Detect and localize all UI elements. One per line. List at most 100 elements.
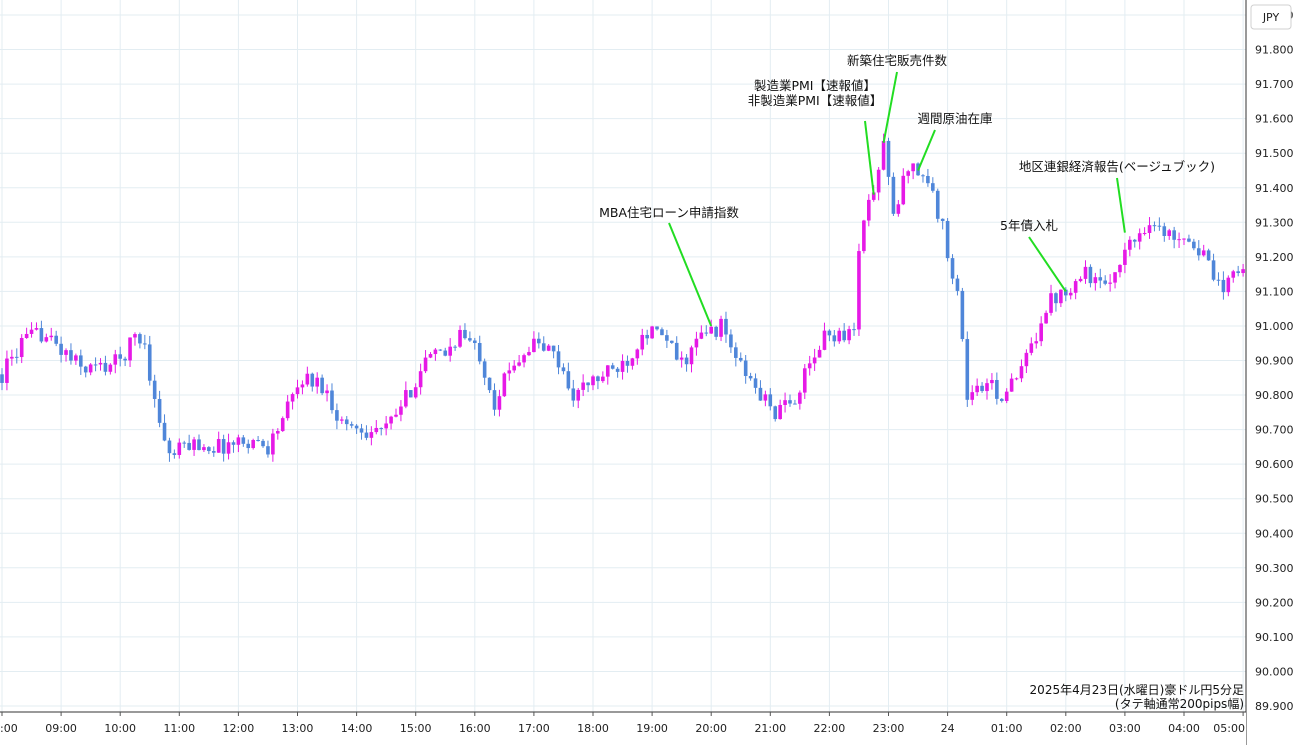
candle-body [1221,279,1226,293]
candle-body [1216,279,1221,281]
candle-body [59,343,63,355]
candle-body [157,398,162,423]
candle-body [522,355,526,363]
candle-body [1009,378,1014,392]
candle-body [477,342,482,362]
candle-body [763,394,768,401]
price-tick-label: 90.000 [1255,665,1294,678]
price-tick-label: 90.900 [1255,355,1294,368]
candle-body [906,171,910,176]
candle-body [1211,260,1216,280]
candle-body [561,367,566,372]
candle-body [226,442,231,454]
candle-body [1236,271,1240,274]
candle-body [83,366,88,373]
candle-body [886,140,891,177]
candle-body [753,378,758,388]
time-tick-label: 19:00 [636,722,668,735]
candle-body [527,352,531,356]
candle-body [74,355,78,361]
price-tick-label: 90.800 [1255,389,1294,402]
candle-body [1068,292,1073,296]
candle-body [921,175,925,177]
candle-body [404,390,408,407]
candle-body [827,330,832,336]
candle-body [1167,230,1172,236]
candle-body [276,431,280,434]
candle-body [1088,266,1093,284]
candle-body [88,364,93,373]
candle-body [344,419,349,425]
candle-body [285,401,290,419]
candle-body [315,377,319,387]
candle-body [44,337,49,342]
time-tick-label: 11:00 [163,722,195,735]
candle-body [167,440,172,454]
candle-body [837,330,842,342]
candle-body [271,433,275,455]
candle-body [34,328,39,330]
candle-body [1093,277,1098,284]
candle-body [118,354,122,359]
candle-body [955,278,960,291]
candle-body [236,437,241,445]
candle-body [364,432,369,438]
candle-body [1034,341,1039,344]
candle-body [1014,378,1019,380]
candle-body [320,377,324,394]
candle-body [817,349,822,358]
time-tick-label: 21:00 [754,722,786,735]
annotation-label: MBA住宅ローン申請指数 [599,205,739,220]
candle-body [143,343,147,345]
candle-body [896,204,901,214]
candle-body [975,385,979,393]
time-tick-label: 02:00 [1050,722,1082,735]
candle-body [241,437,246,444]
candle-body [871,192,876,200]
candle-body [256,440,260,442]
candle-body [970,392,975,400]
candle-body [221,439,226,454]
candle-body [867,199,871,221]
candle-body [876,169,881,193]
candle-body [423,357,428,372]
candle-body [266,446,270,455]
candle-body [1039,323,1043,342]
candle-body [1231,271,1236,278]
candle-body [29,329,34,334]
candle-body [1187,238,1191,242]
time-tick-label: 24 [941,722,955,735]
candle-body [1162,226,1167,236]
candle-body [812,357,817,364]
event-annotation: 新築住宅販売件数 [847,53,947,144]
candle-body [1083,266,1088,279]
candle-body [532,338,536,353]
candle-body [1142,232,1147,234]
candle-body [340,419,344,421]
price-tick-label: 91.000 [1255,320,1294,333]
event-annotation: 週間原油在庫 [917,111,993,171]
candle-body [5,358,9,383]
time-tick-label: 03:00 [1109,722,1141,735]
candle-body [325,390,329,394]
time-tick-label: 14:00 [341,722,373,735]
candle-body [1201,250,1206,256]
time-tick-label: 09:00 [45,722,77,735]
candle-body [778,404,782,420]
candle-body [394,414,398,417]
price-tick-label: 91.100 [1255,285,1294,298]
candle-body [64,350,68,355]
currency-badge[interactable] [1250,4,1292,30]
candle-body [995,379,999,399]
candle-body [576,389,581,401]
candle-body [246,443,251,449]
candle-body [438,349,443,351]
candle-body [758,387,763,401]
time-tick-label: 18:00 [577,722,609,735]
event-annotation: 5年債入札 [1000,218,1067,292]
candle-body [734,347,738,358]
candle-body [1118,264,1122,273]
candle-body [990,379,994,384]
candle-body [108,364,113,372]
